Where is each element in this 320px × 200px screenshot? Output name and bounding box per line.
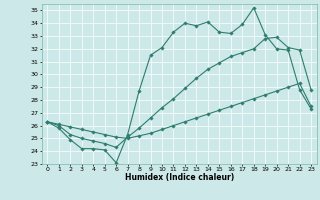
X-axis label: Humidex (Indice chaleur): Humidex (Indice chaleur) [124, 173, 234, 182]
